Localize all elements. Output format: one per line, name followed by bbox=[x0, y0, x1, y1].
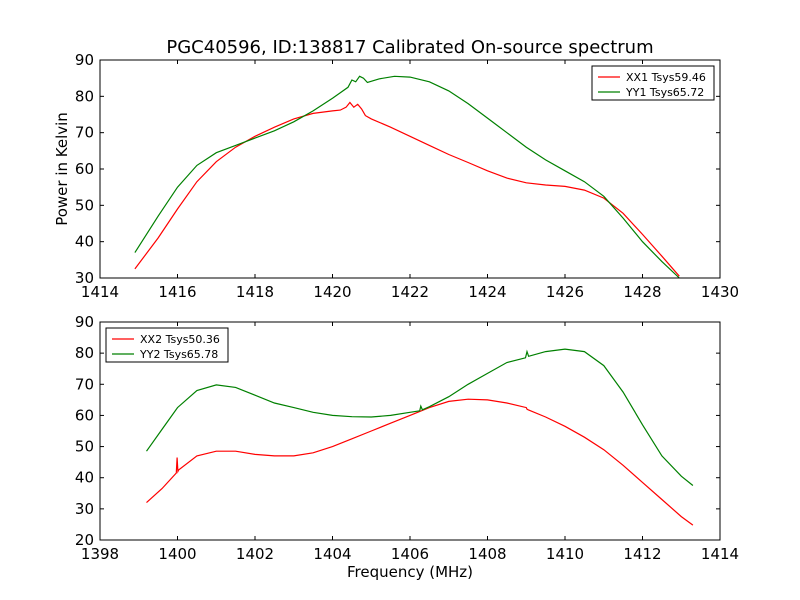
y-tick-label: 30 bbox=[75, 500, 94, 518]
x-tick-label: 1414 bbox=[701, 545, 739, 563]
x-tick-label: 1402 bbox=[236, 545, 274, 563]
legend-label: XX2 Tsys50.36 bbox=[140, 333, 220, 346]
x-tick-label: 1414 bbox=[81, 283, 119, 301]
y-tick-label: 40 bbox=[75, 233, 94, 251]
x-tick-label: 1422 bbox=[391, 283, 429, 301]
x-tick-label: 1424 bbox=[468, 283, 506, 301]
legend-label: XX1 Tsys59.46 bbox=[626, 71, 706, 84]
x-tick-label: 1398 bbox=[81, 545, 119, 563]
y-tick-label: 80 bbox=[75, 344, 94, 362]
y-tick-label: 30 bbox=[75, 269, 94, 287]
y-tick-label: 60 bbox=[75, 406, 94, 424]
series-line-0-1 bbox=[134, 75, 680, 279]
y-tick-label: 60 bbox=[75, 160, 94, 178]
y-tick-label: 70 bbox=[75, 124, 94, 142]
series-line-1-1 bbox=[146, 348, 694, 486]
x-tick-label: 1406 bbox=[391, 545, 429, 563]
chart-title: PGC40596, ID:138817 Calibrated On-source… bbox=[166, 37, 653, 58]
y-tick-label: 20 bbox=[75, 531, 94, 549]
legend-box bbox=[105, 327, 229, 363]
x-tick-label: 1418 bbox=[236, 283, 274, 301]
x-tick-label: 1426 bbox=[546, 283, 584, 301]
top-plot-legend: XX1 Tsys59.46 YY1 Tsys65.72 bbox=[591, 65, 715, 101]
y-tick-label: 90 bbox=[75, 51, 94, 69]
bottom-plot-legend: XX2 Tsys50.36 YY2 Tsys65.78 bbox=[105, 327, 229, 363]
y-tick-label: 40 bbox=[75, 469, 94, 487]
y-tick-label: 90 bbox=[75, 313, 94, 331]
series-line-1-0 bbox=[146, 398, 694, 526]
legend-box bbox=[591, 65, 715, 101]
x-tick-label: 1420 bbox=[313, 283, 351, 301]
legend-label: YY2 Tsys65.78 bbox=[139, 348, 218, 361]
x-tick-label: 1416 bbox=[158, 283, 196, 301]
bottom-plot: 1398 1400 1402 1404 1406 1408 1410 1412 1414 20 30… bbox=[75, 313, 739, 581]
top-plot: 1414 1416 1418 1420 1422 1424 1426 1428 1430 30 40… bbox=[53, 51, 739, 301]
bottom-plot-lines bbox=[146, 348, 694, 526]
x-tick-label: 1408 bbox=[468, 545, 506, 563]
x-tick-label: 1400 bbox=[158, 545, 196, 563]
x-tick-label: 1430 bbox=[701, 283, 739, 301]
top-plot-ylabel: Power in Kelvin bbox=[53, 112, 71, 226]
y-tick-label: 70 bbox=[75, 375, 94, 393]
y-tick-label: 80 bbox=[75, 87, 94, 105]
y-tick-label: 50 bbox=[75, 438, 94, 456]
y-tick-label: 50 bbox=[75, 196, 94, 214]
x-tick-label: 1428 bbox=[623, 283, 661, 301]
x-tick-label: 1404 bbox=[313, 545, 351, 563]
top-plot-ticks: 1414 1416 1418 1420 1422 1424 1426 1428 1430 30 40… bbox=[75, 51, 739, 301]
bottom-plot-xlabel: Frequency (MHz) bbox=[347, 563, 473, 581]
legend-label: YY1 Tsys65.72 bbox=[625, 86, 704, 99]
x-tick-label: 1412 bbox=[623, 545, 661, 563]
x-tick-label: 1410 bbox=[546, 545, 584, 563]
series-line-0-0 bbox=[134, 101, 680, 277]
bottom-plot-ticks: 1398 1400 1402 1404 1406 1408 1410 1412 1414 20 30… bbox=[75, 313, 739, 563]
top-plot-lines bbox=[134, 75, 680, 279]
